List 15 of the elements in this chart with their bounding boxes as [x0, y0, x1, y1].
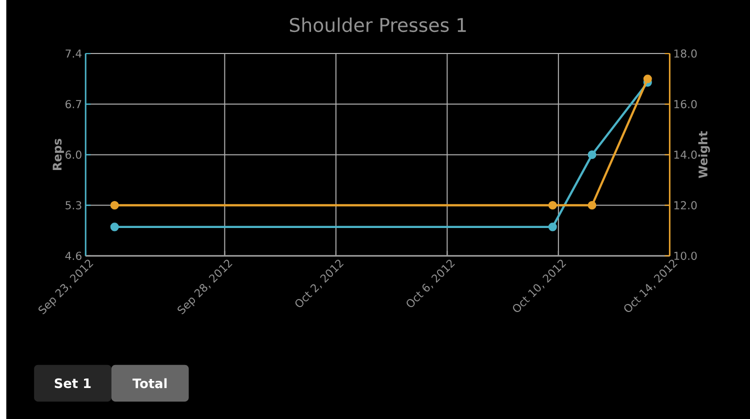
y-tick-label: 5.3	[66, 200, 82, 210]
y-axis-title: Reps	[52, 138, 64, 170]
text: Total	[132, 378, 167, 388]
y-tick-label: 6.7	[66, 100, 82, 108]
y2-tick-label: 12.0	[674, 200, 697, 210]
y2-tick-label: 18.0	[674, 49, 697, 58]
y-tick-label: 4.6	[65, 251, 82, 260]
chart-title: Shoulder Presses 1	[290, 17, 466, 32]
y2-tick-label: 16.0	[674, 100, 697, 108]
y-tick-label: 7.4	[66, 49, 82, 58]
y2-axis-title: Weight	[698, 130, 710, 178]
y2-tick-label: 14.0	[674, 150, 697, 159]
text: Set 1	[54, 378, 91, 388]
y2-tick-label: 10.0	[674, 251, 697, 260]
y-tick-label: 6.0	[66, 150, 82, 159]
